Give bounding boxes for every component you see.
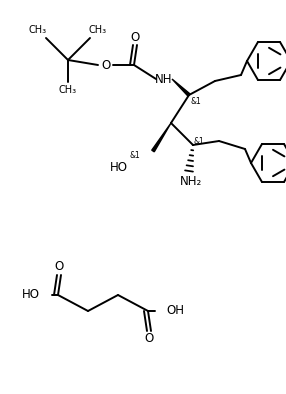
Text: &1: &1 — [191, 97, 201, 106]
Text: O: O — [101, 58, 111, 71]
Text: NH₂: NH₂ — [180, 175, 202, 188]
Text: HO: HO — [110, 160, 128, 173]
Text: O: O — [54, 260, 63, 273]
Polygon shape — [172, 79, 190, 96]
Text: OH: OH — [166, 305, 184, 318]
Text: O: O — [130, 30, 140, 43]
Text: &1: &1 — [194, 136, 204, 145]
Text: CH₃: CH₃ — [29, 25, 47, 35]
Text: CH₃: CH₃ — [89, 25, 107, 35]
Polygon shape — [152, 123, 171, 152]
Text: NH: NH — [155, 72, 173, 85]
Text: O: O — [144, 333, 154, 346]
Text: &1: &1 — [130, 151, 140, 160]
Text: HO: HO — [22, 288, 40, 301]
Text: CH₃: CH₃ — [59, 85, 77, 95]
